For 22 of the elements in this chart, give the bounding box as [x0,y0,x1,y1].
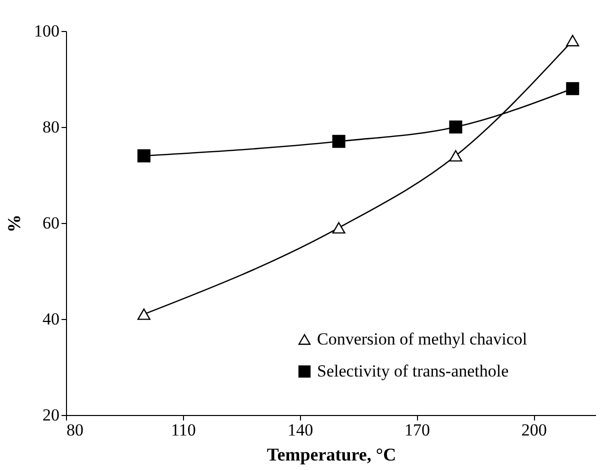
y-tick-label: 20 [42,406,60,424]
point [566,82,580,96]
point [449,150,462,162]
x-axis-title: Temperature, °C [266,444,396,464]
y-tick-label: 40 [42,310,60,328]
y-tick-label: 60 [42,214,60,232]
x-tick-label: 170 [404,420,430,440]
y-tick-label: 80 [42,118,60,136]
legend-label: Conversion of methyl chavicol [317,330,528,348]
point [137,308,150,320]
point [449,120,462,134]
y-tick-label: 100 [34,22,60,40]
point [332,222,346,234]
x-tick-label: 140 [288,420,314,440]
legend-label: Selectivity of trans-anethole [317,362,509,380]
x-tick-label: 200 [521,420,547,440]
y-axis-title: % [4,214,24,232]
point [332,134,346,148]
x-tick-label: 110 [170,420,196,440]
point [566,34,580,46]
x-tick-label: 80 [66,420,84,440]
point [137,149,150,162]
